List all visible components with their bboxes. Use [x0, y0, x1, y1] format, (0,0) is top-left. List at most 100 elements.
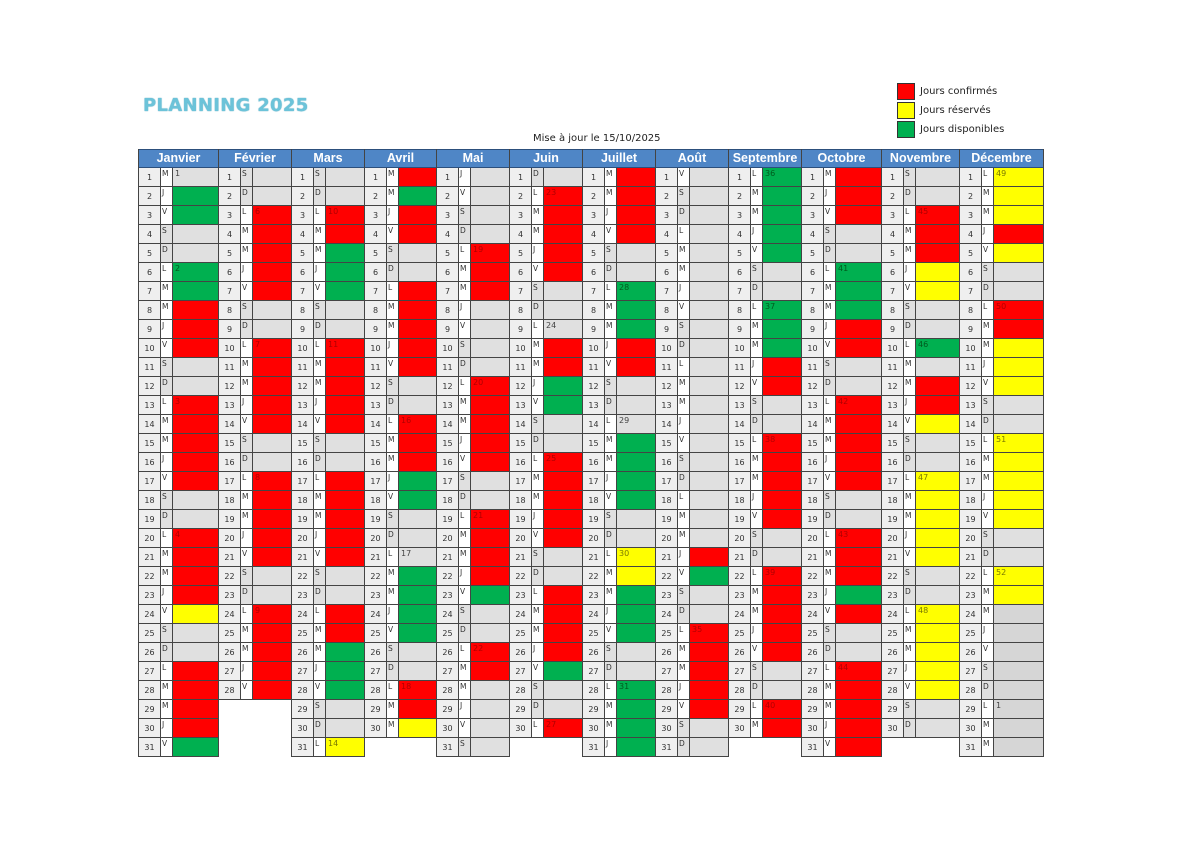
day-status-cell[interactable]	[836, 472, 881, 490]
day-status-cell[interactable]	[399, 263, 436, 281]
day-status-cell[interactable]	[617, 586, 655, 604]
day-status-cell[interactable]	[173, 206, 218, 224]
day-status-cell[interactable]	[617, 738, 655, 756]
day-status-cell[interactable]	[326, 491, 364, 509]
day-status-cell[interactable]	[916, 453, 959, 471]
day-status-cell[interactable]	[326, 396, 364, 414]
day-status-cell[interactable]	[916, 510, 959, 528]
day-status-cell[interactable]	[471, 168, 509, 186]
day-status-cell[interactable]	[326, 263, 364, 281]
day-status-cell[interactable]: 9	[253, 605, 291, 623]
day-status-cell[interactable]	[253, 643, 291, 661]
day-status-cell[interactable]	[836, 434, 881, 452]
day-status-cell[interactable]	[173, 320, 218, 338]
day-status-cell[interactable]	[617, 700, 655, 718]
day-status-cell[interactable]: 31	[617, 681, 655, 699]
day-status-cell[interactable]	[544, 472, 582, 490]
day-status-cell[interactable]	[617, 263, 655, 281]
day-status-cell[interactable]	[763, 396, 801, 414]
day-status-cell[interactable]	[173, 244, 218, 262]
day-status-cell[interactable]: 2	[173, 263, 218, 281]
day-status-cell[interactable]	[916, 358, 959, 376]
day-status-cell[interactable]	[617, 662, 655, 680]
day-status-cell[interactable]	[916, 491, 959, 509]
day-status-cell[interactable]	[544, 339, 582, 357]
day-status-cell[interactable]	[690, 301, 728, 319]
day-status-cell[interactable]	[690, 700, 728, 718]
day-status-cell[interactable]	[994, 358, 1043, 376]
day-status-cell[interactable]	[836, 377, 881, 395]
day-status-cell[interactable]	[836, 700, 881, 718]
day-status-cell[interactable]	[399, 244, 436, 262]
day-status-cell[interactable]	[399, 225, 436, 243]
day-status-cell[interactable]	[763, 529, 801, 547]
day-status-cell[interactable]	[836, 320, 881, 338]
day-status-cell[interactable]	[471, 339, 509, 357]
day-status-cell[interactable]	[399, 529, 436, 547]
day-status-cell[interactable]	[326, 586, 364, 604]
day-status-cell[interactable]	[994, 605, 1043, 623]
day-status-cell[interactable]	[690, 206, 728, 224]
day-status-cell[interactable]	[916, 301, 959, 319]
day-status-cell[interactable]	[253, 662, 291, 680]
day-status-cell[interactable]	[399, 301, 436, 319]
day-status-cell[interactable]	[399, 206, 436, 224]
day-status-cell[interactable]	[471, 681, 509, 699]
day-status-cell[interactable]	[690, 453, 728, 471]
day-status-cell[interactable]	[916, 244, 959, 262]
day-status-cell[interactable]	[326, 719, 364, 737]
day-status-cell[interactable]	[399, 719, 436, 737]
day-status-cell[interactable]: 17	[399, 548, 436, 566]
day-status-cell[interactable]	[617, 358, 655, 376]
day-status-cell[interactable]	[544, 301, 582, 319]
day-status-cell[interactable]	[763, 244, 801, 262]
day-status-cell[interactable]	[173, 643, 218, 661]
day-status-cell[interactable]	[253, 282, 291, 300]
day-status-cell[interactable]	[253, 358, 291, 376]
day-status-cell[interactable]	[763, 206, 801, 224]
day-status-cell[interactable]	[836, 567, 881, 585]
day-status-cell[interactable]	[994, 415, 1043, 433]
day-status-cell[interactable]: 48	[916, 605, 959, 623]
day-status-cell[interactable]	[617, 529, 655, 547]
day-status-cell[interactable]	[471, 320, 509, 338]
day-status-cell[interactable]	[399, 567, 436, 585]
day-status-cell[interactable]	[471, 415, 509, 433]
day-status-cell[interactable]	[399, 605, 436, 623]
day-status-cell[interactable]	[617, 510, 655, 528]
day-status-cell[interactable]	[763, 415, 801, 433]
day-status-cell[interactable]	[471, 206, 509, 224]
day-status-cell[interactable]	[617, 567, 655, 585]
day-status-cell[interactable]	[544, 434, 582, 452]
day-status-cell[interactable]: 45	[916, 206, 959, 224]
day-status-cell[interactable]	[173, 738, 218, 756]
day-status-cell[interactable]	[916, 700, 959, 718]
day-status-cell[interactable]	[916, 263, 959, 281]
day-status-cell[interactable]	[544, 681, 582, 699]
day-status-cell[interactable]	[836, 586, 881, 604]
day-status-cell[interactable]: 37	[763, 301, 801, 319]
day-status-cell[interactable]	[471, 586, 509, 604]
day-status-cell[interactable]	[326, 548, 364, 566]
day-status-cell[interactable]	[326, 168, 364, 186]
day-status-cell[interactable]	[471, 301, 509, 319]
day-status-cell[interactable]	[173, 415, 218, 433]
day-status-cell[interactable]	[544, 168, 582, 186]
day-status-cell[interactable]	[836, 643, 881, 661]
day-status-cell[interactable]	[471, 662, 509, 680]
day-status-cell[interactable]	[916, 225, 959, 243]
day-status-cell[interactable]	[994, 529, 1043, 547]
day-status-cell[interactable]	[399, 624, 436, 642]
day-status-cell[interactable]	[994, 738, 1043, 756]
day-status-cell[interactable]	[617, 396, 655, 414]
day-status-cell[interactable]: 51	[994, 434, 1043, 452]
day-status-cell[interactable]	[763, 320, 801, 338]
day-status-cell[interactable]: 39	[763, 567, 801, 585]
day-status-cell[interactable]	[173, 434, 218, 452]
day-status-cell[interactable]	[399, 396, 436, 414]
day-status-cell[interactable]: 1	[173, 168, 218, 186]
day-status-cell[interactable]	[916, 396, 959, 414]
day-status-cell[interactable]	[173, 339, 218, 357]
day-status-cell[interactable]	[617, 434, 655, 452]
day-status-cell[interactable]	[836, 168, 881, 186]
